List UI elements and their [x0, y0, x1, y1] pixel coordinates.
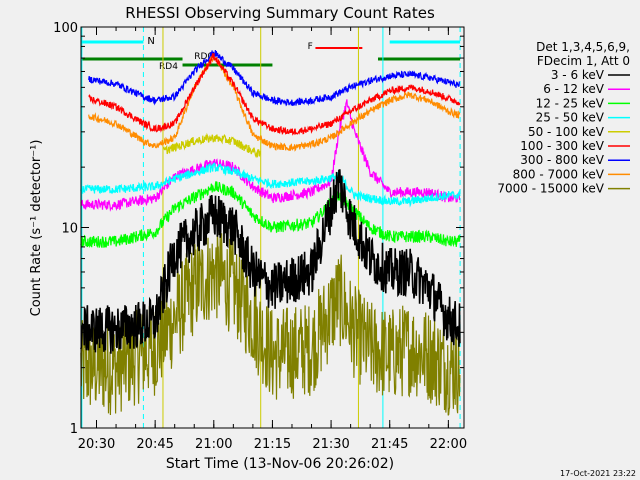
y-tick-label: 10 [61, 222, 78, 237]
chart-title: RHESSI Observing Summary Count Rates [125, 4, 435, 22]
series-50-100-kev [162, 132, 262, 159]
series-300-800-kev [88, 49, 460, 107]
series-line [80, 99, 461, 212]
y-axis-label: Count Rate (s⁻¹ detector⁻¹) [29, 140, 44, 317]
x-tick-label: 21:00 [195, 437, 232, 452]
legend-entry-label: 12 - 25 keV [536, 96, 605, 110]
x-axis-label: Start Time (13-Nov-06 20:26:02) [166, 456, 394, 472]
legend-entry-label: 3 - 6 keV [551, 68, 605, 82]
legend: Det 1,3,4,5,6,9,FDecim 1, Att 03 - 6 keV… [497, 40, 630, 196]
series-line [162, 132, 262, 159]
series-line [80, 169, 461, 354]
series-line [80, 227, 461, 416]
series-12-25-kev [80, 181, 461, 249]
series-7000-15000-kev [80, 227, 461, 416]
series-3-6-kev [80, 169, 461, 354]
x-tick-label: 22:00 [430, 437, 467, 452]
footer-timestamp: 17-Oct-2021 23:22 [560, 469, 636, 478]
series-line [80, 161, 461, 208]
axis-ticks: 20:30 20:45 21:00 21:15 21:30 21:45 22:00 1 10 10… [53, 21, 467, 452]
flare-flag-label: F [308, 42, 313, 52]
night-flag-label: N [147, 36, 154, 47]
series-25-50-kev [80, 161, 461, 208]
series-line [88, 54, 461, 152]
series-800-7000-kev [88, 54, 461, 152]
series-100-300-kev [88, 52, 461, 136]
series-layer [80, 49, 461, 416]
legend-entry-label: 50 - 100 keV [528, 125, 605, 139]
x-tick-label: 21:15 [254, 437, 291, 452]
series-line [80, 181, 461, 249]
x-tick-label: 21:30 [312, 437, 349, 452]
legend-entry-label: 7000 - 15000 keV [497, 182, 604, 196]
legend-entry-label: 25 - 50 keV [536, 111, 605, 125]
legend-entry-label: 100 - 300 keV [520, 139, 604, 153]
legend-entry-label: 6 - 12 keV [543, 82, 605, 96]
legend-entry-label: 800 - 7000 keV [513, 167, 605, 181]
series-line [88, 52, 461, 136]
series-line [88, 49, 460, 107]
x-tick-label: 21:45 [371, 437, 408, 452]
x-tick-label: 20:45 [136, 437, 173, 452]
y-tick-label: 100 [53, 21, 78, 36]
x-tick-label: 20:30 [78, 437, 115, 452]
rd4-flag-label: RD4 [159, 62, 178, 72]
legend-entry-label: 300 - 800 keV [520, 153, 604, 167]
legend-header-line: FDecim 1, Att 0 [537, 54, 630, 68]
y-tick-label: 1 [70, 422, 78, 437]
legend-header-line: Det 1,3,4,5,6,9, [536, 40, 630, 54]
rd0-flag-label: RD0 [194, 52, 213, 62]
series-6-12-kev [80, 99, 461, 212]
